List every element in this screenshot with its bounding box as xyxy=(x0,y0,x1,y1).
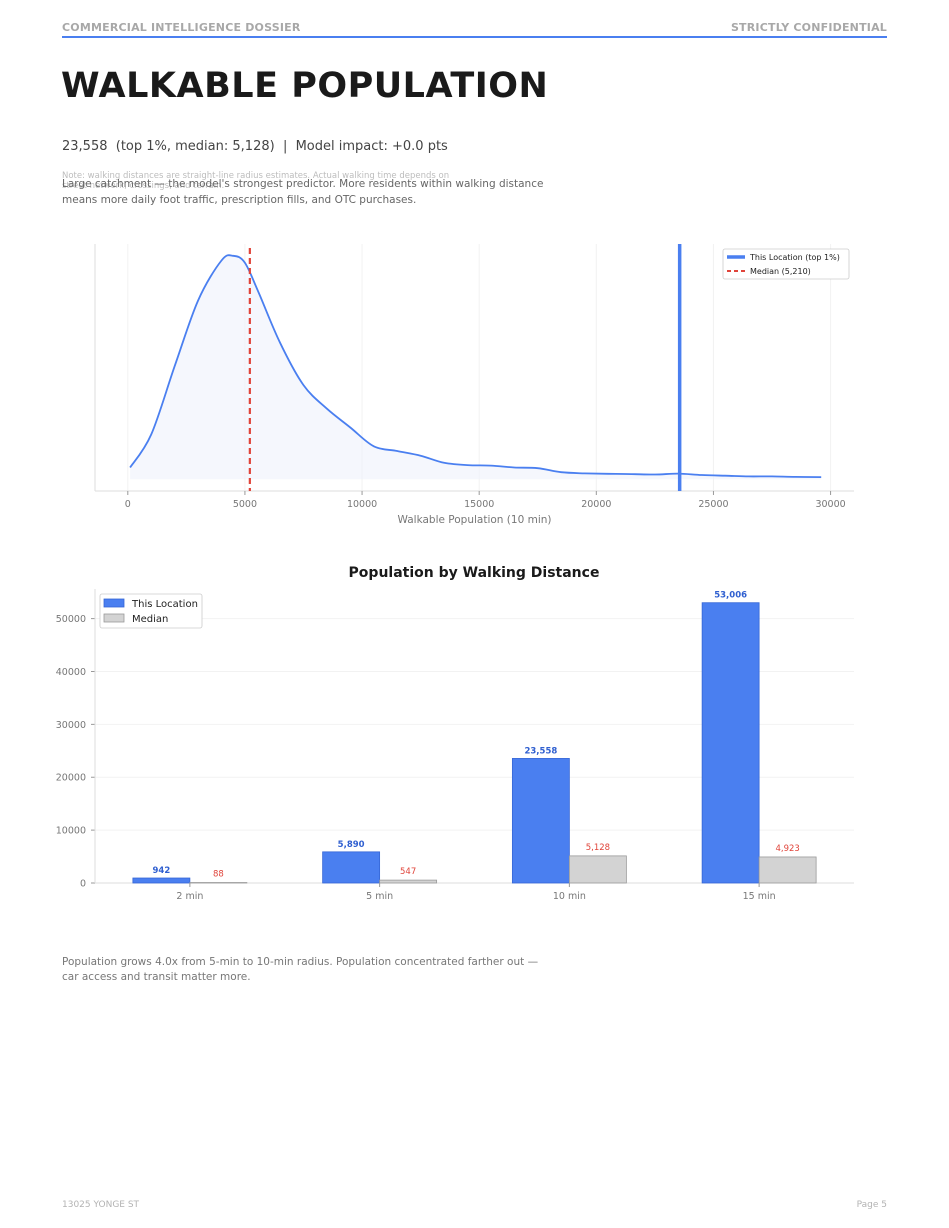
header-right-label: STRICTLY CONFIDENTIAL xyxy=(730,21,887,34)
methodology-note: Note: walking distances are straight-lin… xyxy=(62,171,450,191)
page-header: COMMERCIAL INTELLIGENCE DOSSIER STRICTLY… xyxy=(62,20,887,38)
y-tick-label: 20000 xyxy=(56,773,86,784)
x-tick-label: 20000 xyxy=(581,499,611,510)
x-tick-label: 2 min xyxy=(176,891,203,902)
x-tick-label: 10 min xyxy=(553,891,586,902)
bar-median xyxy=(758,856,817,884)
x-tick-label: 15 min xyxy=(743,891,776,902)
density-chart: 0 5000 10000 15000 20000 25000 30000 Walkable P… xyxy=(94,244,854,526)
legend-median-label: Median (5,210) xyxy=(750,267,811,276)
bar-value-label: 23,558 xyxy=(524,746,557,756)
y-tick-label: 0 xyxy=(80,879,86,890)
bar-median xyxy=(379,879,438,884)
legend-median-label: Median xyxy=(132,614,168,625)
legend-location-label: This Location (top 1%) xyxy=(749,253,840,262)
y-tick-label: 50000 xyxy=(56,614,86,625)
bar-this-location xyxy=(132,877,191,884)
x-tick-label: 0 xyxy=(125,499,131,510)
legend-location-swatch xyxy=(103,598,125,608)
density-fill xyxy=(130,255,822,480)
description-text: Large catchment — the model's strongest … xyxy=(62,178,544,206)
legend-box xyxy=(722,248,850,280)
x-tick-label: 15000 xyxy=(464,499,494,510)
x-axis-label: Walkable Population (10 min) xyxy=(398,514,552,526)
bar-value-label: 4,923 xyxy=(775,844,799,854)
bar-value-label: 88 xyxy=(213,870,224,880)
bar-this-location xyxy=(701,602,760,884)
y-tick-label: 10000 xyxy=(56,826,86,837)
footer-page-number: Page 5 xyxy=(856,1200,887,1210)
bar-value-label: 5,890 xyxy=(338,840,365,850)
legend-median-swatch xyxy=(103,613,125,623)
page-title: WALKABLE POPULATION xyxy=(61,66,549,106)
chart-title: Population by Walking Distance xyxy=(349,565,600,581)
bar-this-location xyxy=(322,851,381,884)
bar-value-label: 942 xyxy=(153,866,171,876)
bar-chart: Population by Walking Distance 0 10000 2000… xyxy=(56,565,854,902)
insight-text: Population grows 4.0x from 5-min to 10-m… xyxy=(62,956,539,983)
stats-line: 23,558 (top 1%, median: 5,128) | Model i… xyxy=(62,139,448,154)
x-tick-label: 30000 xyxy=(815,499,845,510)
legend-location-label: This Location xyxy=(131,599,198,610)
footer-address: 13025 YONGE ST xyxy=(62,1200,140,1210)
bar-this-location xyxy=(511,758,570,884)
density-curve xyxy=(129,254,822,478)
x-tick-label: 5 min xyxy=(366,891,393,902)
bar-value-label: 53,006 xyxy=(714,591,747,601)
bar-value-label: 5,128 xyxy=(586,843,610,853)
y-tick-label: 30000 xyxy=(56,720,86,731)
y-tick-label: 40000 xyxy=(56,667,86,678)
bar-median xyxy=(568,855,627,884)
x-tick-label: 5000 xyxy=(233,499,257,510)
header-left-label: COMMERCIAL INTELLIGENCE DOSSIER xyxy=(62,21,301,34)
bar-value-label: 547 xyxy=(400,867,416,877)
legend-box xyxy=(99,593,203,629)
x-tick-label: 10000 xyxy=(347,499,377,510)
x-tick-label: 25000 xyxy=(698,499,728,510)
